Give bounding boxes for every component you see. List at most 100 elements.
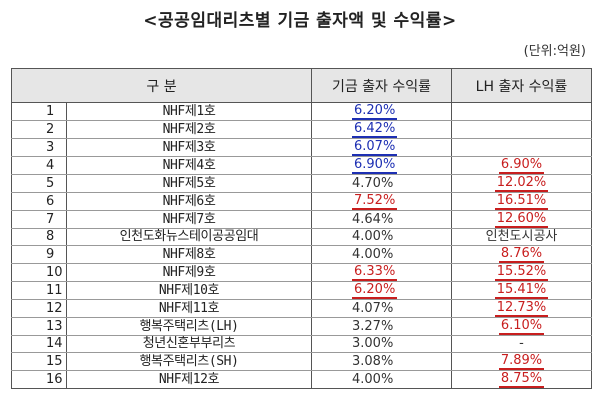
lh-return-cell: 인천도시공사 xyxy=(451,228,592,246)
reit-name: 청년신혼부부리츠 xyxy=(66,335,312,353)
fund-return-cell: 4.00% xyxy=(311,370,452,389)
lh-return-cell: 8.76% xyxy=(451,245,592,264)
table-row: 4 NHF제4호 6.90% 6.90% xyxy=(11,156,592,175)
row-number: 9 xyxy=(11,245,67,264)
row-number: 4 xyxy=(11,156,67,175)
fund-return-cell: 6.42% xyxy=(311,120,452,139)
row-number: 7 xyxy=(11,210,67,229)
fund-return-value: 4.64% xyxy=(352,211,394,227)
lh-return-cell xyxy=(451,102,592,121)
table-row: 11 NHF제10호 6.20% 15.41% xyxy=(11,281,592,300)
fund-return-cell: 6.90% xyxy=(311,156,452,175)
lh-return-value: 15.41% xyxy=(494,282,549,299)
fund-return-cell: 6.33% xyxy=(311,263,452,282)
table-row: 13 행복주택리츠(LH) 3.27% 6.10% xyxy=(11,317,592,336)
fund-return-cell: 6.20% xyxy=(311,102,452,121)
reit-name: 행복주택리츠(SH) xyxy=(66,352,312,371)
row-number: 8 xyxy=(11,228,67,246)
fund-return-cell: 3.27% xyxy=(311,317,452,336)
row-number: 12 xyxy=(11,299,67,318)
row-number: 16 xyxy=(11,370,67,389)
row-number: 11 xyxy=(11,281,67,300)
fund-return-value: 3.08% xyxy=(352,353,394,369)
lh-return-cell xyxy=(451,138,592,157)
reit-name: NHF제2호 xyxy=(66,120,312,139)
lh-return-cell: 12.60% xyxy=(451,210,592,229)
reit-name: NHF제12호 xyxy=(66,370,312,389)
table-row: 8 인천도화뉴스테이공공임대 4.00% 인천도시공사 xyxy=(11,228,592,246)
row-number: 2 xyxy=(11,120,67,139)
lh-return-cell: 15.52% xyxy=(451,263,592,282)
fund-return-value: 3.00% xyxy=(352,336,394,351)
row-number: 6 xyxy=(11,192,67,211)
fund-return-value: 6.20% xyxy=(352,103,398,120)
lh-return-value: 8.75% xyxy=(498,371,545,388)
fund-return-value: 6.42% xyxy=(352,121,398,138)
header-lh-return: LH 출자 수익률 xyxy=(451,68,592,103)
row-number: 15 xyxy=(11,352,67,371)
lh-return-value: 15.52% xyxy=(494,264,549,281)
lh-return-cell: 6.90% xyxy=(451,156,592,175)
table-row: 5 NHF제5호 4.70% 12.02% xyxy=(11,174,592,193)
row-number: 1 xyxy=(11,102,67,121)
returns-table: 구 분 기금 출자 수익률 LH 출자 수익률 1 NHF제1호 6.20% 2 NHF… xyxy=(11,68,592,389)
fund-return-cell: 6.07% xyxy=(311,138,452,157)
fund-return-value: 7.52% xyxy=(352,193,398,210)
row-number: 13 xyxy=(11,317,67,336)
reit-name: NHF제10호 xyxy=(66,281,312,300)
row-number: 10 xyxy=(11,263,67,282)
fund-return-value: 4.07% xyxy=(352,300,394,316)
lh-return-value: - xyxy=(519,336,524,351)
fund-return-cell: 4.07% xyxy=(311,299,452,318)
table-row: 14 청년신혼부부리츠 3.00% - xyxy=(11,335,592,353)
reit-name: NHF제1호 xyxy=(66,102,312,121)
table-row: 16 NHF제12호 4.00% 8.75% xyxy=(11,370,592,389)
reit-name: NHF제6호 xyxy=(66,192,312,211)
reit-name: NHF제3호 xyxy=(66,138,312,157)
table-body: 1 NHF제1호 6.20% 2 NHF제2호 6.42% 3 NHF제3호 6.07% 4 NHF… xyxy=(11,102,592,389)
lh-return-value: 12.02% xyxy=(494,175,549,192)
fund-return-value: 6.07% xyxy=(352,139,398,156)
reit-name: NHF제9호 xyxy=(66,263,312,282)
fund-return-cell: 4.64% xyxy=(311,210,452,229)
table-row: 9 NHF제8호 4.00% 8.76% xyxy=(11,245,592,264)
table-row: 12 NHF제11호 4.07% 12.73% xyxy=(11,299,592,318)
header-fund-return: 기금 출자 수익률 xyxy=(311,68,452,103)
lh-return-cell: 15.41% xyxy=(451,281,592,300)
fund-return-value: 4.00% xyxy=(352,229,394,244)
table-header-row: 구 분 기금 출자 수익률 LH 출자 수익률 xyxy=(11,68,592,103)
table-row: 15 행복주택리츠(SH) 3.08% 7.89% xyxy=(11,352,592,371)
fund-return-value: 6.33% xyxy=(352,264,398,281)
lh-return-value: 16.51% xyxy=(494,193,549,210)
reit-name: 행복주택리츠(LH) xyxy=(66,317,312,336)
row-number: 5 xyxy=(11,174,67,193)
lh-return-value: 12.73% xyxy=(494,300,549,317)
fund-return-cell: 4.00% xyxy=(311,245,452,264)
fund-return-cell: 7.52% xyxy=(311,192,452,211)
reit-name: NHF제4호 xyxy=(66,156,312,175)
table-row: 3 NHF제3호 6.07% xyxy=(11,138,592,157)
fund-return-cell: 3.08% xyxy=(311,352,452,371)
lh-return-cell: - xyxy=(451,335,592,353)
lh-return-cell xyxy=(451,120,592,139)
fund-return-value: 3.27% xyxy=(352,318,394,334)
fund-return-cell: 6.20% xyxy=(311,281,452,300)
reit-name: NHF제8호 xyxy=(66,245,312,264)
table-row: 1 NHF제1호 6.20% xyxy=(11,102,592,121)
lh-return-cell: 16.51% xyxy=(451,192,592,211)
lh-return-cell: 12.02% xyxy=(451,174,592,193)
page-title: <공공임대리츠별 기금 출자액 및 수익률> xyxy=(143,11,457,31)
fund-return-value: 4.00% xyxy=(352,246,394,262)
fund-return-cell: 4.70% xyxy=(311,174,452,193)
lh-return-value: 7.89% xyxy=(498,353,545,370)
fund-return-value: 6.90% xyxy=(352,157,398,174)
reit-name: NHF제7호 xyxy=(66,210,312,229)
lh-return-value: 8.76% xyxy=(498,246,545,263)
lh-return-cell: 7.89% xyxy=(451,352,592,371)
lh-return-cell: 8.75% xyxy=(451,370,592,389)
lh-return-cell: 12.73% xyxy=(451,299,592,318)
reit-name: 인천도화뉴스테이공공임대 xyxy=(66,228,312,246)
lh-return-value: 12.60% xyxy=(494,211,549,228)
unit-label: (단위:억원) xyxy=(523,44,586,59)
fund-return-cell: 4.00% xyxy=(311,228,452,246)
